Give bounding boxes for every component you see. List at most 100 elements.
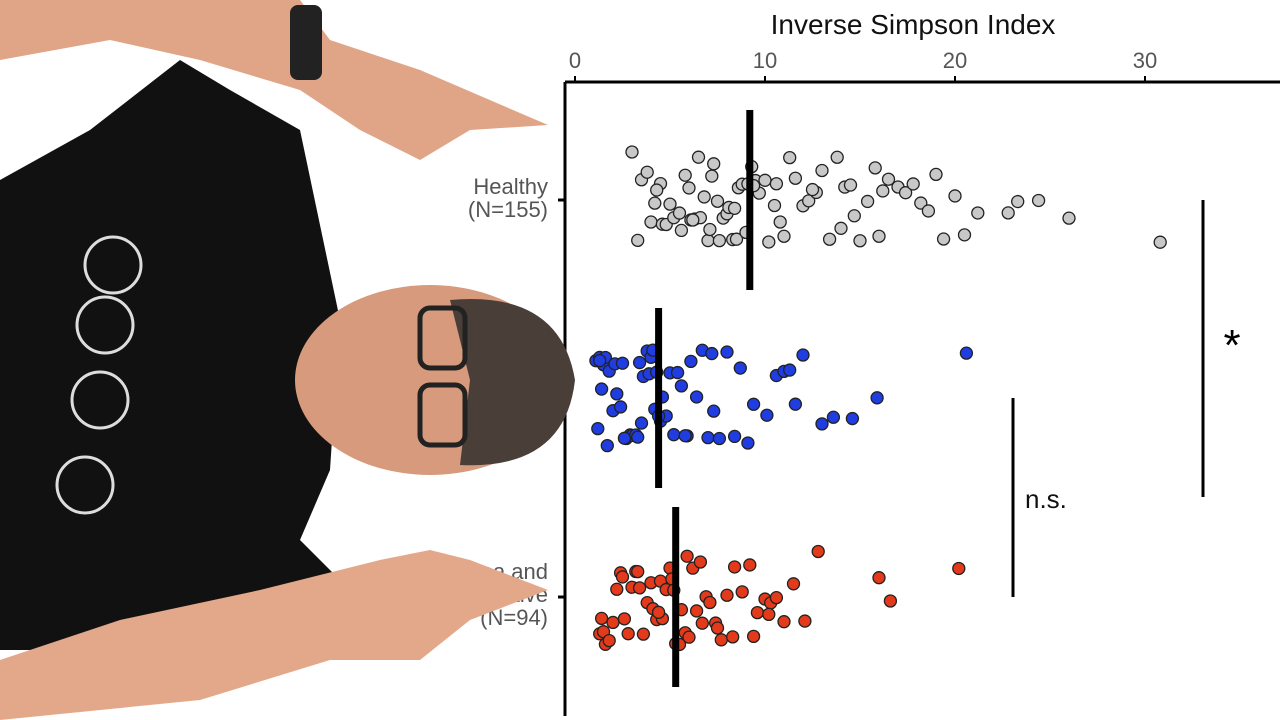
shirt-graphic bbox=[83, 235, 143, 295]
data-point bbox=[615, 570, 630, 584]
data-point bbox=[860, 194, 875, 209]
data-point bbox=[826, 410, 841, 424]
label-line: (N=94) bbox=[480, 605, 548, 630]
data-point bbox=[815, 163, 829, 178]
data-point bbox=[876, 184, 890, 198]
glasses bbox=[417, 305, 468, 371]
data-point bbox=[606, 615, 620, 630]
data-point bbox=[921, 204, 936, 218]
data-point bbox=[883, 594, 898, 608]
data-point bbox=[898, 186, 913, 200]
data-point bbox=[631, 430, 645, 444]
data-point bbox=[777, 615, 791, 629]
data-point bbox=[648, 196, 662, 210]
data-point bbox=[845, 411, 860, 426]
ns-label: n.s. bbox=[1025, 484, 1067, 514]
data-point bbox=[847, 209, 861, 223]
data-point bbox=[1001, 206, 1015, 220]
data-point bbox=[636, 627, 651, 641]
data-point bbox=[610, 387, 624, 401]
glasses bbox=[417, 382, 468, 448]
data-point bbox=[822, 232, 837, 246]
data-point bbox=[788, 397, 803, 411]
data-point bbox=[678, 429, 692, 443]
data-point bbox=[686, 213, 700, 227]
data-point bbox=[872, 229, 886, 243]
data-point bbox=[798, 614, 812, 628]
data-point bbox=[682, 181, 696, 195]
data-point bbox=[957, 228, 972, 242]
data-point bbox=[594, 382, 609, 396]
data-point bbox=[651, 605, 666, 619]
data-point bbox=[769, 590, 784, 605]
data-point bbox=[872, 571, 886, 585]
data-point bbox=[689, 604, 704, 618]
data-point bbox=[815, 417, 829, 431]
data-point bbox=[746, 629, 761, 644]
data-point bbox=[881, 172, 896, 186]
data-point bbox=[707, 157, 721, 171]
data-point bbox=[729, 232, 744, 246]
axis-title: Inverse Simpson Index bbox=[771, 9, 1056, 40]
data-point bbox=[777, 229, 791, 243]
data-point bbox=[786, 577, 801, 591]
x-tick-label: 30 bbox=[1133, 48, 1157, 73]
data-point bbox=[712, 233, 727, 248]
category-label-healthy: Healthy (N=155) bbox=[468, 175, 548, 221]
data-point bbox=[617, 431, 632, 445]
data-point bbox=[760, 408, 774, 422]
data-point bbox=[773, 215, 787, 229]
data-point bbox=[613, 400, 628, 414]
data-point bbox=[615, 356, 630, 370]
data-point bbox=[948, 189, 962, 203]
data-point bbox=[610, 582, 624, 596]
data-point bbox=[714, 633, 728, 647]
data-point bbox=[750, 605, 765, 620]
data-point bbox=[727, 429, 742, 444]
data-point bbox=[959, 346, 974, 360]
data-point bbox=[674, 223, 689, 238]
data-point bbox=[936, 232, 951, 246]
data-point bbox=[870, 391, 884, 405]
data-point bbox=[650, 183, 664, 197]
data-point bbox=[689, 390, 704, 404]
data-point bbox=[929, 167, 943, 182]
data-point bbox=[621, 627, 635, 641]
data-point bbox=[707, 404, 721, 418]
data-point bbox=[834, 221, 848, 235]
data-point bbox=[691, 150, 706, 164]
data-point bbox=[727, 201, 742, 215]
data-point bbox=[712, 431, 727, 446]
data-point bbox=[617, 612, 632, 626]
upper-arm bbox=[0, 0, 548, 160]
data-point bbox=[632, 355, 647, 370]
data-point bbox=[1031, 193, 1046, 208]
data-point bbox=[684, 354, 698, 369]
data-point bbox=[682, 630, 696, 644]
data-point bbox=[634, 416, 649, 430]
data-point bbox=[767, 198, 782, 213]
x-tick-label: 20 bbox=[943, 48, 967, 73]
data-point bbox=[914, 196, 928, 210]
shirt-graphic bbox=[55, 455, 115, 515]
significance-star: * bbox=[1223, 321, 1240, 370]
x-tick-label: 0 bbox=[569, 48, 581, 73]
data-point bbox=[726, 630, 740, 644]
data-point bbox=[640, 165, 654, 179]
data-point bbox=[733, 361, 747, 375]
data-point bbox=[693, 555, 708, 569]
data-point bbox=[720, 345, 734, 359]
data-point bbox=[667, 428, 681, 442]
data-point bbox=[701, 430, 715, 445]
data-point bbox=[788, 171, 803, 185]
data-point bbox=[741, 436, 755, 450]
data-point bbox=[1062, 211, 1076, 225]
data-point bbox=[727, 560, 742, 574]
data-point bbox=[593, 353, 607, 368]
data-point bbox=[746, 397, 761, 411]
shirt bbox=[0, 60, 360, 650]
data-point bbox=[680, 549, 694, 563]
data-point bbox=[971, 206, 985, 220]
data-point bbox=[805, 182, 820, 197]
data-point bbox=[705, 346, 719, 361]
